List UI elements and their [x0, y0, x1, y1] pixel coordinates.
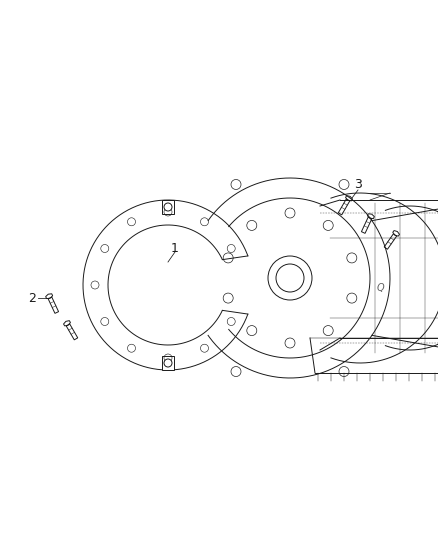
Text: 2: 2 — [28, 292, 36, 304]
Text: Q: Q — [376, 283, 384, 293]
Circle shape — [164, 359, 172, 367]
Text: 1: 1 — [171, 241, 179, 254]
Circle shape — [231, 180, 241, 189]
Text: 3: 3 — [354, 179, 362, 191]
Polygon shape — [162, 356, 174, 370]
Polygon shape — [162, 200, 174, 214]
Circle shape — [339, 367, 349, 376]
Circle shape — [231, 367, 241, 376]
Circle shape — [339, 180, 349, 189]
Circle shape — [164, 203, 172, 211]
